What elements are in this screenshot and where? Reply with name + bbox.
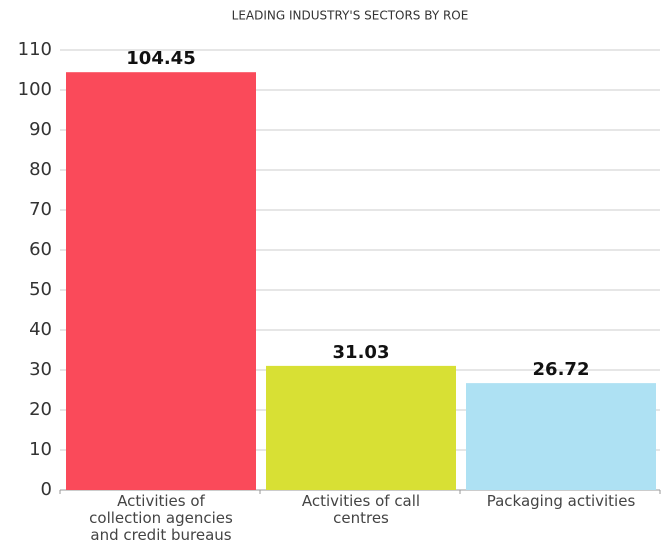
bar [466, 383, 656, 490]
chart-title: LEADING INDUSTRY'S SECTORS BY ROE [232, 9, 469, 23]
x-tick-label: Activities of collection agencies and cr… [89, 492, 233, 544]
bar [66, 72, 256, 490]
y-tick-label: 90 [29, 119, 52, 140]
y-tick-label: 60 [29, 239, 52, 260]
y-tick-label: 30 [29, 359, 52, 380]
x-tick-label: Packaging activities [486, 492, 636, 510]
value-label: 31.03 [333, 342, 390, 363]
y-tick-label: 70 [29, 199, 52, 220]
y-tick-label: 40 [29, 319, 52, 340]
x-tick-label: Activities of call centres [301, 492, 421, 527]
value-label: 26.72 [533, 359, 590, 380]
y-tick-label: 10 [29, 439, 52, 460]
y-tick-label: 80 [29, 159, 52, 180]
value-label: 104.45 [126, 48, 195, 69]
bar [266, 365, 456, 490]
y-tick-label: 50 [29, 279, 52, 300]
y-tick-label: 20 [29, 399, 52, 420]
y-tick-label: 100 [18, 79, 52, 100]
y-tick-label: 110 [18, 39, 52, 60]
y-tick-label: 0 [41, 479, 52, 500]
